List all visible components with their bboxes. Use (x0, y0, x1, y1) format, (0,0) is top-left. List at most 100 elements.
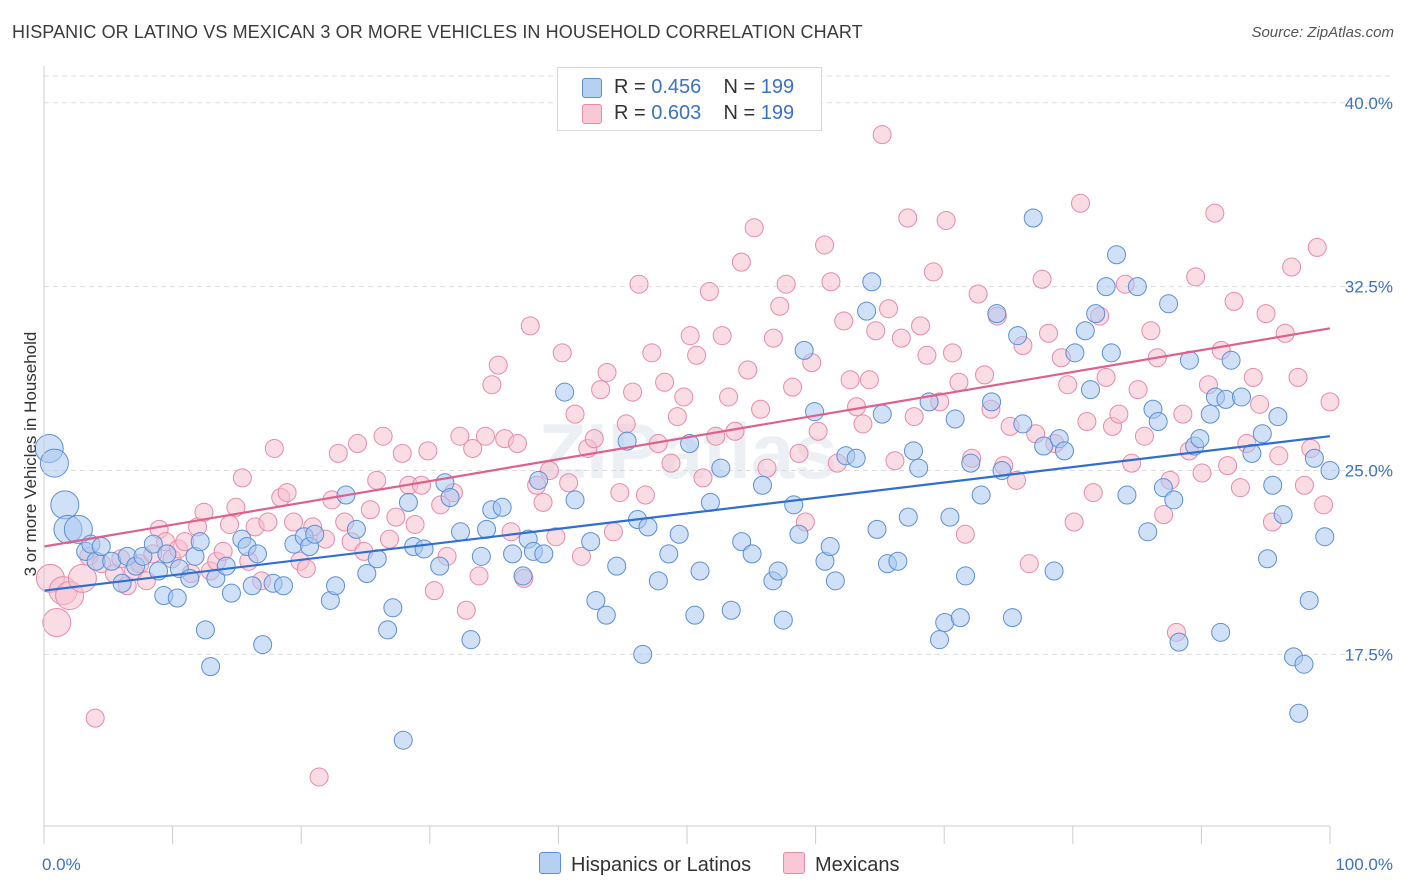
mexicans-point (284, 512, 304, 532)
mexicans-point (821, 272, 841, 292)
mexicans-point (763, 328, 783, 348)
hispanics-point (617, 431, 637, 451)
mexicans-point (770, 296, 790, 316)
mexicans-point (751, 399, 771, 419)
hispanics-point (732, 532, 752, 552)
hispanics-point (898, 507, 918, 527)
mexicans-point (955, 524, 975, 544)
hispanics-point (1002, 608, 1022, 628)
hispanics-point (1107, 245, 1127, 265)
mexicans-point (642, 343, 662, 363)
mexicans-point (635, 485, 655, 505)
bottom-legend-label: Hispanics or Latinos (571, 854, 752, 876)
mexicans-point (392, 443, 412, 463)
hispanics-point (685, 605, 705, 625)
bottom-legend-swatch-blue (539, 852, 561, 874)
mexicans-point (482, 375, 502, 395)
mexicans-point (1243, 367, 1263, 387)
mexicans-point (616, 414, 636, 434)
mexicans-point (1224, 291, 1244, 311)
y-tick-label: 25.0% (1345, 462, 1393, 481)
mexicans-point (949, 372, 969, 392)
hispanics-point (711, 458, 731, 478)
hispanics-point (1211, 622, 1231, 642)
mexicans-point (546, 527, 566, 547)
hispanics-point (143, 534, 163, 554)
hispanics-point (669, 524, 689, 544)
mexicans-point (42, 608, 72, 638)
mexicans-point (264, 438, 284, 458)
hispanics-point (1190, 429, 1210, 449)
mexicans-point (975, 365, 995, 385)
mexicans-point (1173, 404, 1193, 424)
mexicans-point (1064, 512, 1084, 532)
hispanics-point (805, 402, 825, 422)
hispanics-point (700, 492, 720, 512)
bottom-legend-label: Mexicans (815, 854, 900, 876)
legend-n-label: N = (723, 102, 756, 124)
mexicans-point (1077, 411, 1097, 431)
hispanics-point (1075, 321, 1095, 341)
hispanics-point (971, 485, 991, 505)
mexicans-point (1109, 404, 1129, 424)
mexicans-point (348, 434, 368, 454)
hispanics-point (461, 630, 481, 650)
hispanics-point (1294, 654, 1314, 674)
mexicans-point (360, 500, 380, 520)
hispanics-point (1096, 277, 1116, 297)
mexicans-point (859, 370, 879, 390)
mexicans-point (1256, 304, 1276, 324)
mexicans-point (629, 274, 649, 294)
mexicans-point (808, 421, 828, 441)
mexicans-point (1038, 323, 1058, 343)
mexicans-point (309, 767, 329, 787)
hispanics-point (945, 409, 965, 429)
hispanics-point (1023, 208, 1043, 228)
hispanics-point (867, 519, 887, 539)
mexicans-point (277, 483, 297, 503)
hispanics-point (1164, 490, 1184, 510)
x-tick-label: 100.0% (1335, 855, 1393, 874)
mexicans-point (1307, 237, 1327, 257)
hispanics-point (1273, 505, 1293, 525)
mexicans-point (866, 321, 886, 341)
hispanics-point (638, 517, 658, 537)
mexicans-point (296, 559, 316, 579)
mexicans-point (757, 458, 777, 478)
mexicans-point (738, 360, 758, 380)
mexicans-point (1288, 367, 1308, 387)
mexicans-point (450, 426, 470, 446)
hispanics-point (742, 544, 762, 564)
mexicans-point (520, 316, 540, 336)
hispanics-point (956, 566, 976, 586)
hispanics-point (820, 537, 840, 557)
legend-swatch-pink (582, 104, 602, 124)
mexicans-point (411, 475, 431, 495)
legend-swatch-blue (582, 78, 602, 98)
hispanics-point (596, 605, 616, 625)
mexicans-point (456, 600, 476, 620)
mexicans-point (405, 514, 425, 534)
mexicans-point (661, 453, 681, 473)
mexicans-point (706, 426, 726, 446)
mexicans-point (789, 443, 809, 463)
hispanics-point (1034, 436, 1054, 456)
mexicans-point (1314, 495, 1334, 515)
mexicans-point (1128, 380, 1148, 400)
hispanics-point (940, 507, 960, 527)
mexicans-point (943, 343, 963, 363)
hispanics-point (357, 563, 377, 583)
hispanics-point (221, 583, 241, 603)
hispanics-trend-line (43, 435, 1331, 592)
mexicans-point (1134, 426, 1154, 446)
hispanics-point (1169, 632, 1189, 652)
hispanics-point (909, 458, 929, 478)
mexicans-point (373, 426, 393, 446)
mexicans-point (1282, 257, 1302, 277)
hispanics-point (982, 392, 1002, 412)
hispanics-point (1258, 549, 1278, 569)
bottom-legend-swatch-pink (783, 852, 805, 874)
hispanics-point (471, 546, 491, 566)
mexicans-point (815, 235, 835, 255)
hispanics-point (1008, 326, 1028, 346)
